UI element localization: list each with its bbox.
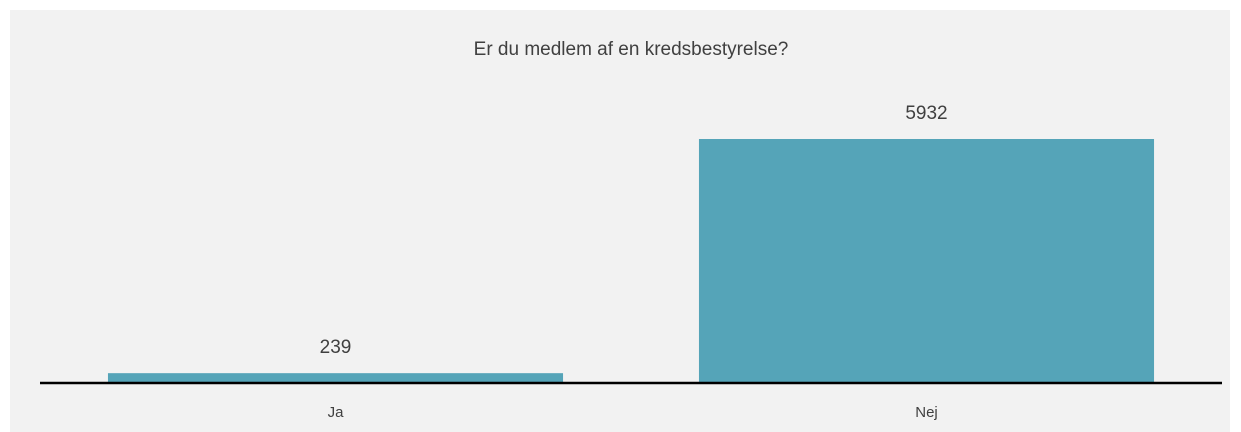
bar: [698, 139, 1155, 383]
x-tick-label: Ja: [328, 404, 345, 421]
data-label: 5932: [905, 103, 947, 124]
chart-title: Er du medlem af en kredsbestyrelse?: [474, 39, 789, 60]
x-tick-label: Nej: [915, 404, 938, 421]
data-label: 239: [320, 337, 352, 358]
bar: [107, 373, 564, 383]
